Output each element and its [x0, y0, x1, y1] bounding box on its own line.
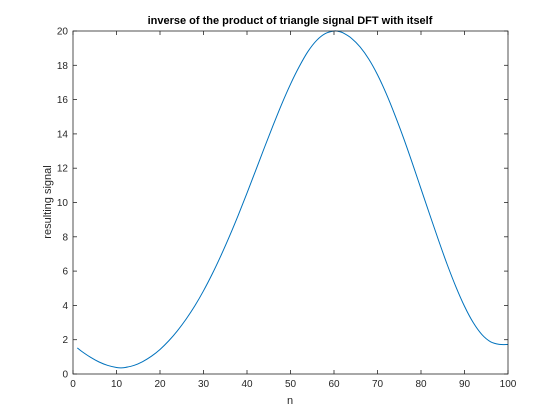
- y-tick-label: 6: [62, 267, 68, 278]
- y-tick-label: 20: [57, 27, 69, 38]
- y-tick-label: 0: [62, 370, 68, 381]
- x-tick-label: 100: [500, 379, 517, 390]
- y-tick-label: 8: [62, 232, 68, 243]
- plot-frame: [72, 30, 509, 375]
- y-tick-label: 12: [57, 164, 69, 175]
- y-axis-label: resulting signal: [42, 165, 54, 238]
- x-tick-label: 10: [111, 379, 123, 390]
- plot-area: [73, 31, 508, 374]
- x-tick-label: 80: [415, 379, 427, 390]
- x-axis-label: n: [287, 395, 293, 407]
- y-tick-label: 2: [62, 335, 68, 346]
- x-tick-label: 40: [241, 379, 253, 390]
- x-tick-label: 30: [198, 379, 210, 390]
- y-tick-label: 16: [57, 95, 69, 106]
- y-tick-label: 10: [57, 198, 69, 209]
- y-tick-label: 14: [57, 129, 69, 140]
- x-tick-label: 60: [328, 379, 340, 390]
- y-tick-label: 4: [62, 301, 68, 312]
- x-tick-label: 90: [459, 379, 471, 390]
- chart-title: inverse of the product of triangle signa…: [148, 15, 433, 27]
- x-tick-label: 70: [372, 379, 384, 390]
- y-tick-label: 18: [57, 61, 69, 72]
- x-tick-label: 20: [154, 379, 166, 390]
- x-tick-label: 0: [70, 379, 76, 390]
- series-line: [77, 30, 509, 369]
- x-tick-label: 50: [285, 379, 297, 390]
